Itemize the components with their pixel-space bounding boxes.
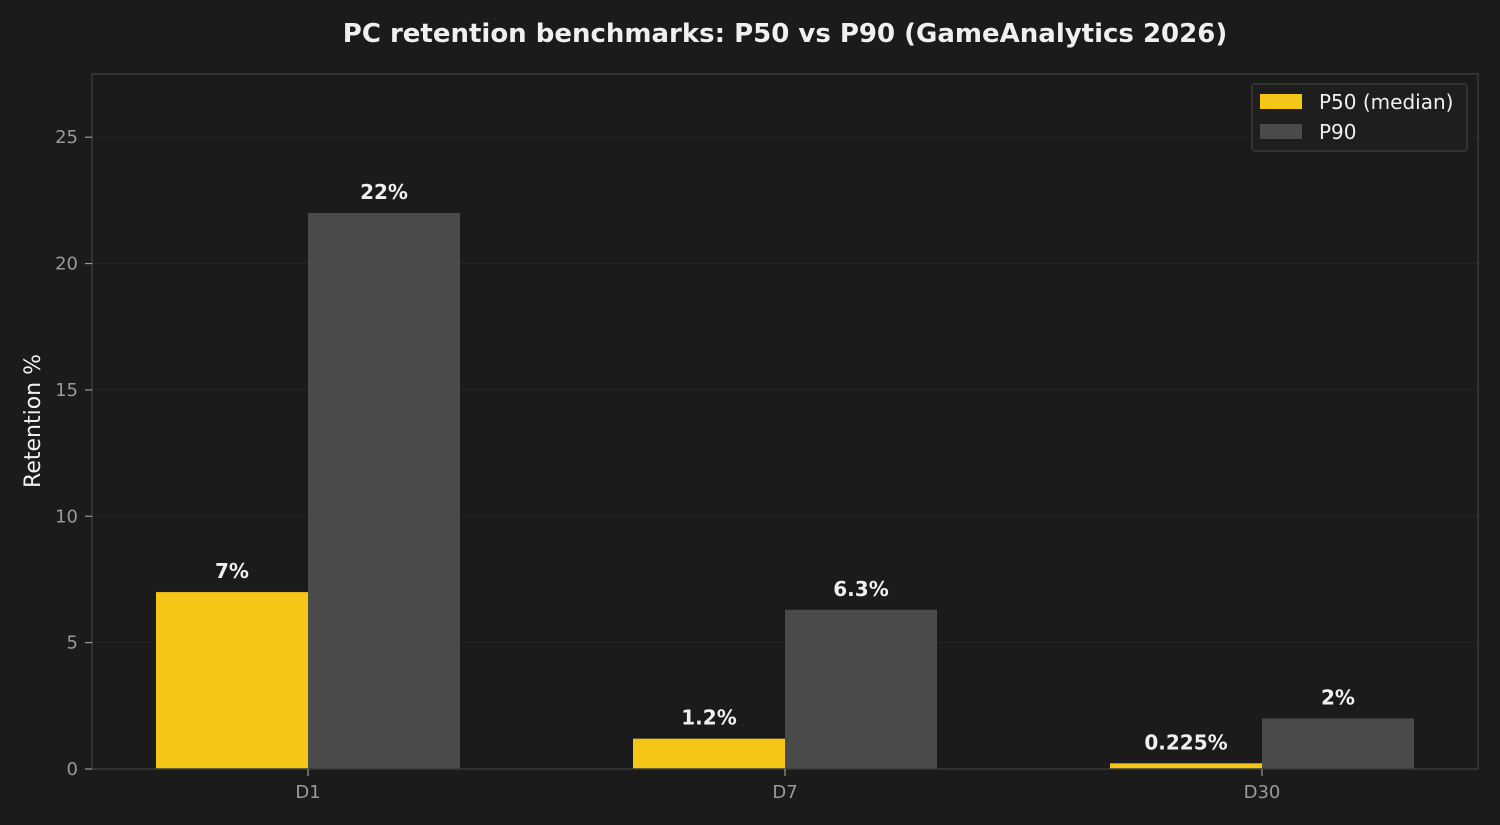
y-tick-label-5: 5 bbox=[67, 633, 78, 654]
y-axis-label: Retention % bbox=[21, 354, 46, 488]
y-tick-label-25: 25 bbox=[55, 127, 78, 148]
bar-p50-d7 bbox=[633, 738, 785, 769]
legend-swatch-p50 bbox=[1260, 94, 1302, 109]
value-label-p90-d7: 6.3% bbox=[833, 577, 888, 601]
bar-p90-d7 bbox=[785, 609, 937, 769]
y-tick-label-10: 10 bbox=[55, 506, 78, 527]
bar-p90-d30 bbox=[1262, 718, 1414, 769]
y-tick-label-20: 20 bbox=[55, 254, 78, 275]
bar-p50-d1 bbox=[156, 592, 308, 769]
legend-label-p50: P50 (median) bbox=[1319, 90, 1453, 114]
value-label-p90-d30: 2% bbox=[1321, 685, 1355, 709]
x-tick-label-d30: D30 bbox=[1244, 782, 1281, 803]
bar-p90-d1 bbox=[308, 213, 460, 769]
x-tick-label-d1: D1 bbox=[295, 782, 320, 803]
value-label-p50-d30: 0.225% bbox=[1144, 730, 1227, 754]
legend: P50 (median) P90 bbox=[1251, 83, 1468, 152]
plot-area: 0 5 10 15 20 25 D1 D7 D30 7% 1.2% 0.225% 22% 6.3% 2% bbox=[55, 73, 1479, 803]
value-label-p50-d1: 7% bbox=[215, 559, 249, 583]
legend-swatch-p90 bbox=[1260, 124, 1302, 139]
x-tick-label-d7: D7 bbox=[772, 782, 797, 803]
value-label-p50-d7: 1.2% bbox=[681, 706, 736, 730]
value-label-p90-d1: 22% bbox=[360, 180, 408, 204]
bar-p50-d30 bbox=[1110, 763, 1262, 769]
bars bbox=[156, 213, 1414, 769]
gridlines bbox=[92, 136, 1478, 644]
y-tick-label-0: 0 bbox=[67, 759, 78, 780]
y-tick-label-15: 15 bbox=[55, 380, 78, 401]
legend-box bbox=[1251, 83, 1468, 152]
value-labels: 7% 1.2% 0.225% 22% 6.3% 2% bbox=[215, 180, 1355, 754]
legend-label-p90: P90 bbox=[1319, 120, 1357, 144]
chart-title: PC retention benchmarks: P50 vs P90 (Gam… bbox=[343, 19, 1227, 49]
axis-ticks: 0 5 10 15 20 25 D1 D7 D30 bbox=[55, 127, 1280, 803]
